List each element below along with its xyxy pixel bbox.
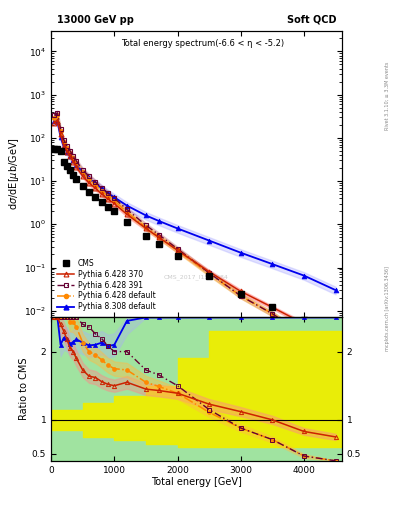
Y-axis label: d$\sigma$/dE[$\mu$b/GeV]: d$\sigma$/dE[$\mu$b/GeV] — [7, 138, 21, 210]
Legend: CMS, Pythia 6.428 370, Pythia 6.428 391, Pythia 6.428 default, Pythia 8.308 defa: CMS, Pythia 6.428 370, Pythia 6.428 391,… — [55, 257, 158, 314]
Text: 13000 GeV pp: 13000 GeV pp — [57, 15, 134, 25]
Text: Total energy spectrum(-6.6 < η < -5.2): Total energy spectrum(-6.6 < η < -5.2) — [121, 39, 284, 48]
Text: mcplots.cern.ch [arXiv:1306.3436]: mcplots.cern.ch [arXiv:1306.3436] — [385, 266, 389, 351]
Text: Soft QCD: Soft QCD — [286, 15, 336, 25]
Text: Rivet 3.1.10; ≥ 3.3M events: Rivet 3.1.10; ≥ 3.3M events — [385, 61, 389, 130]
Text: CMS_2017_I1511284: CMS_2017_I1511284 — [164, 274, 229, 280]
X-axis label: Total energy [GeV]: Total energy [GeV] — [151, 477, 242, 487]
Y-axis label: Ratio to CMS: Ratio to CMS — [19, 358, 29, 420]
